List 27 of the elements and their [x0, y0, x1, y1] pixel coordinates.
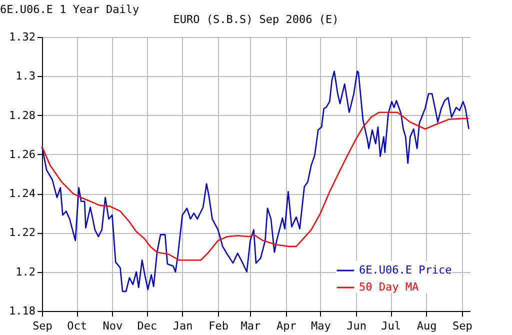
x-tick-label: Nov [102, 320, 123, 332]
x-tick-label: Aug [416, 320, 437, 332]
y-tick-label: 1.32 [9, 30, 36, 44]
line-series [41, 112, 470, 261]
x-tick-label: Apr [276, 320, 297, 332]
legend-label: 50 Day MA [359, 280, 419, 294]
y-tick-label: 1.2 [16, 265, 36, 278]
x-tick-label: Sep [452, 320, 472, 332]
y-tick-label: 1.26 [9, 148, 36, 161]
y-tick-label: 1.3 [16, 70, 36, 83]
y-tick-label: 1.22 [9, 226, 36, 240]
x-tick-label: Jan [172, 320, 193, 332]
x-tick-label: May [310, 320, 332, 332]
x-tick-label: Jun [346, 320, 367, 332]
chart-title: EURO (S.B.S) Sep 2006 (E) [173, 13, 339, 26]
y-tick-label: 1.28 [9, 108, 36, 122]
x-tick-label: Mar [240, 320, 262, 332]
x-tick-label: Sep [32, 320, 52, 332]
y-tick-label: 1.24 [9, 187, 36, 200]
x-tick-label: Dec [137, 320, 158, 332]
x-tick-label: Feb [208, 320, 228, 332]
y-tick-label: 1.18 [9, 304, 36, 318]
x-tick-label: Oct [67, 320, 87, 332]
line-series [41, 70, 470, 292]
text: 6E.U06.E 1 Year Daily [0, 3, 140, 16]
legend-label: 6E.U06.E Price [359, 264, 452, 276]
x-tick-label: Jul [381, 320, 402, 332]
